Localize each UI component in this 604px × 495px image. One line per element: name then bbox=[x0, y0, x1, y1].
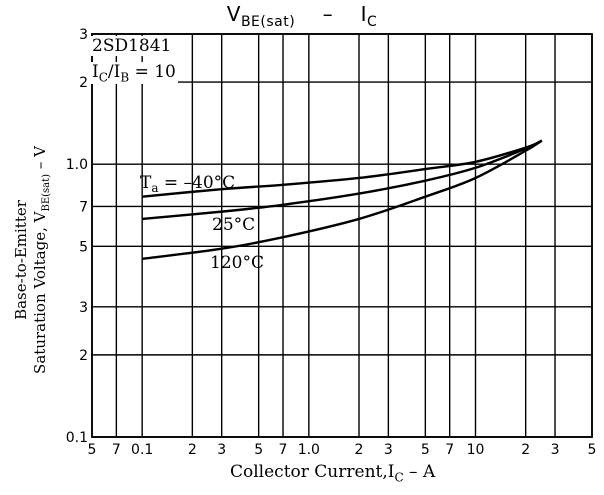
x-tick-label-6: 7 bbox=[279, 442, 288, 458]
y-axis-label: Base-to-Emitter Saturation Voltage, VBE(… bbox=[6, 60, 62, 460]
y-tick-label-0: 0.1 bbox=[66, 430, 88, 446]
series-label-1: 25°C bbox=[212, 215, 255, 235]
y-tick-label-3: 5 bbox=[79, 239, 88, 255]
title-separator: – bbox=[322, 2, 334, 26]
x-tick-label-2: 0.1 bbox=[131, 442, 153, 458]
title-sub: BE(sat) bbox=[240, 14, 296, 30]
chart-title: VBE(sat) – IC bbox=[0, 2, 604, 30]
y-tick-label-2: 3 bbox=[79, 300, 88, 316]
x-tick-label-11: 7 bbox=[445, 442, 454, 458]
y-tick-label-7: 3 bbox=[79, 27, 88, 43]
x-tick-label-1: 7 bbox=[112, 442, 121, 458]
x-tick-label-5: 5 bbox=[254, 442, 263, 458]
title-main2: I bbox=[360, 2, 367, 26]
x-tick-label-9: 3 bbox=[384, 442, 393, 458]
y-tick-label-5: 1.0 bbox=[66, 157, 88, 173]
x-tick-label-4: 3 bbox=[217, 442, 226, 458]
series-label-2: 120°C bbox=[210, 253, 264, 273]
y-tick-label-4: 7 bbox=[79, 199, 88, 215]
x-tick-label-14: 3 bbox=[551, 442, 560, 458]
plot-frame bbox=[91, 33, 593, 438]
x-tick-label-12: 10 bbox=[467, 442, 485, 458]
x-tick-label-15: 5 bbox=[588, 442, 597, 458]
y-label-sub: BE(sat) bbox=[41, 173, 52, 212]
series-line-1 bbox=[142, 139, 543, 221]
series-line-2 bbox=[142, 139, 543, 260]
x-tick-label-3: 2 bbox=[188, 442, 197, 458]
x-axis-label: Collector Current,IC – A bbox=[230, 462, 435, 484]
condition-label: IC/IB = 10 bbox=[90, 62, 178, 85]
x-tick-label-10: 5 bbox=[421, 442, 430, 458]
x-label-unit: – A bbox=[403, 462, 436, 482]
x-tick-label-13: 2 bbox=[521, 442, 530, 458]
y-tick-label-1: 2 bbox=[79, 348, 88, 364]
title-sub2: C bbox=[366, 14, 378, 30]
x-label-sub: C bbox=[394, 470, 404, 485]
y-label-line2: Saturation Voltage, V bbox=[31, 211, 49, 374]
y-tick-label-6: 2 bbox=[79, 75, 88, 91]
series-line-0 bbox=[142, 139, 543, 198]
title-main: V bbox=[226, 2, 241, 26]
x-tick-label-0: 5 bbox=[88, 442, 97, 458]
series-label-0: Ta = –40°C bbox=[140, 173, 235, 195]
y-label-line1: Base-to-Emitter bbox=[12, 200, 30, 320]
x-label-main: Collector Current,I bbox=[230, 462, 395, 482]
part-number-label: 2SD1841 bbox=[90, 36, 174, 56]
y-label-unit: – V bbox=[31, 146, 49, 174]
x-tick-label-7: 1.0 bbox=[298, 442, 320, 458]
x-tick-label-8: 2 bbox=[355, 442, 364, 458]
